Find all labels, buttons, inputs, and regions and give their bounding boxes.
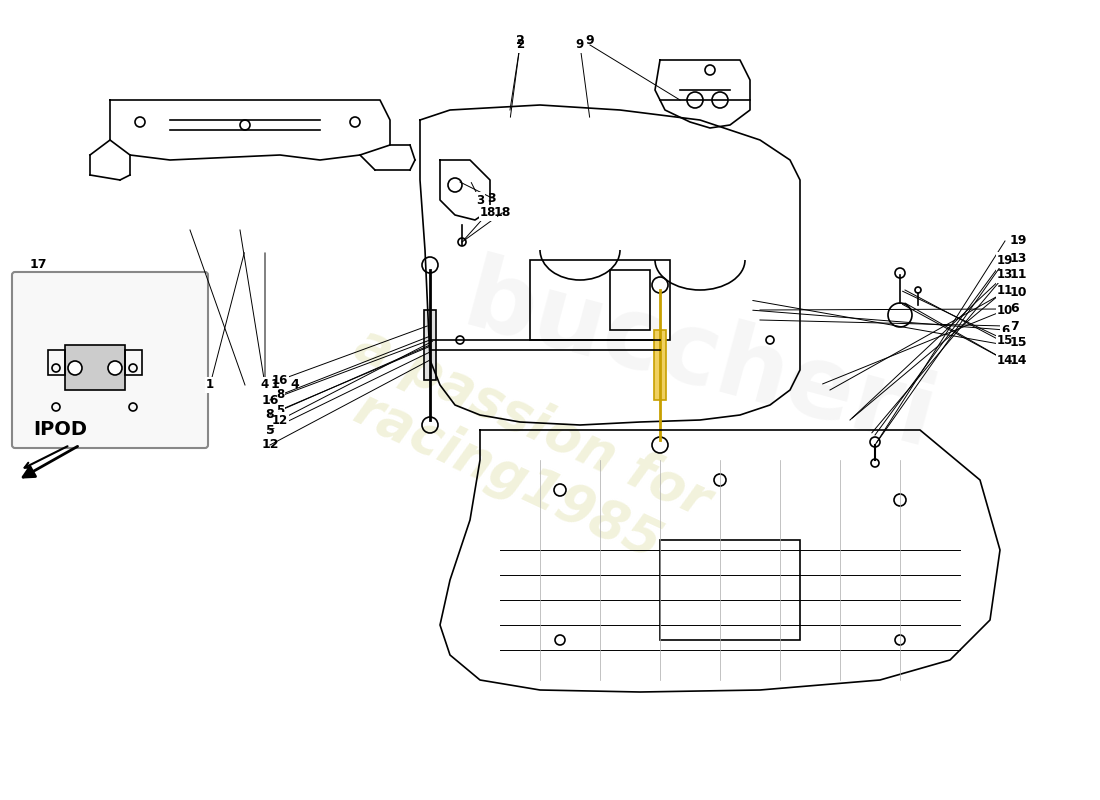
Text: 19: 19: [997, 254, 1013, 266]
Text: 8: 8: [276, 389, 284, 402]
Bar: [660, 540, 800, 640]
Text: 7: 7: [1010, 319, 1019, 333]
Text: 6: 6: [1001, 323, 1009, 337]
Text: 3: 3: [487, 191, 496, 205]
Text: 17: 17: [30, 258, 47, 271]
Circle shape: [68, 361, 82, 375]
Bar: [530, 260, 670, 340]
Text: 7: 7: [1001, 338, 1009, 351]
Text: 10: 10: [1010, 286, 1027, 298]
Text: 15: 15: [1010, 337, 1027, 350]
Text: 3: 3: [476, 194, 484, 206]
Text: 5: 5: [276, 403, 284, 417]
Text: 16: 16: [262, 394, 278, 406]
Text: buccheri: buccheri: [454, 250, 946, 470]
Text: 13: 13: [1010, 251, 1027, 265]
Text: 2: 2: [516, 34, 525, 46]
Text: a passion for
racing1985: a passion for racing1985: [321, 318, 718, 582]
Text: 11: 11: [997, 283, 1013, 297]
Bar: [610, 270, 650, 330]
Text: 9: 9: [585, 34, 594, 46]
Text: 1: 1: [206, 378, 214, 391]
Bar: [654, 330, 666, 400]
Text: 2: 2: [516, 38, 524, 51]
FancyBboxPatch shape: [12, 272, 208, 448]
Text: 13: 13: [997, 269, 1013, 282]
Bar: [125, 350, 142, 375]
Text: 10: 10: [997, 303, 1013, 317]
Circle shape: [108, 361, 122, 375]
Text: 6: 6: [1010, 302, 1019, 315]
Text: 18: 18: [480, 206, 496, 219]
Text: 12: 12: [262, 438, 278, 451]
Text: 5: 5: [265, 423, 274, 437]
Text: IPOD: IPOD: [33, 420, 87, 439]
Text: 14: 14: [1010, 354, 1027, 366]
Bar: [65, 345, 125, 390]
Text: 18: 18: [493, 206, 510, 219]
Text: 4: 4: [261, 378, 270, 391]
Text: 4: 4: [290, 378, 299, 391]
Text: 9: 9: [576, 38, 584, 51]
Bar: [48, 350, 65, 375]
Text: 1: 1: [271, 378, 279, 391]
Text: 8: 8: [266, 409, 274, 422]
Bar: [424, 310, 436, 380]
Text: 19: 19: [1010, 234, 1027, 247]
Text: 15: 15: [997, 334, 1013, 346]
Text: 16: 16: [272, 374, 288, 386]
Text: 14: 14: [997, 354, 1013, 366]
Text: 11: 11: [1010, 269, 1027, 282]
Text: 12: 12: [272, 414, 288, 426]
